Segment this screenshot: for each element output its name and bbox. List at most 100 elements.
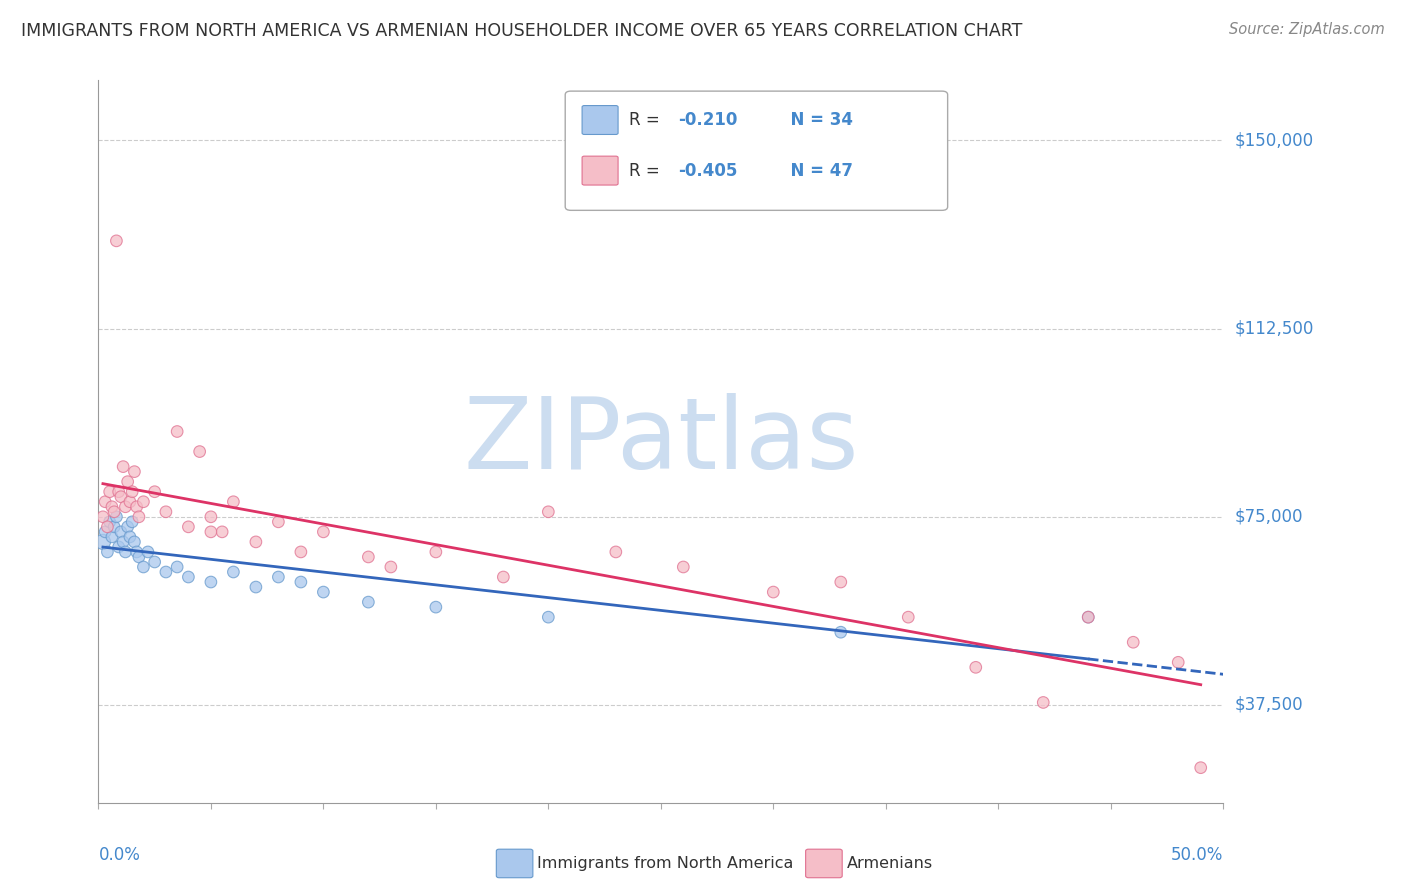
Point xyxy=(96,520,118,534)
Point xyxy=(114,545,136,559)
Text: $112,500: $112,500 xyxy=(1234,319,1313,338)
Point xyxy=(357,595,380,609)
Point xyxy=(177,520,200,534)
Point xyxy=(118,530,141,544)
Text: -0.405: -0.405 xyxy=(678,161,737,179)
Point xyxy=(103,520,125,534)
Point xyxy=(114,500,136,514)
Text: $37,500: $37,500 xyxy=(1234,696,1303,714)
Point xyxy=(128,549,150,564)
Point xyxy=(121,515,143,529)
Point xyxy=(110,524,132,539)
Point xyxy=(965,660,987,674)
Text: -0.210: -0.210 xyxy=(678,111,737,129)
Point xyxy=(425,545,447,559)
Point xyxy=(1167,655,1189,669)
Text: IMMIGRANTS FROM NORTH AMERICA VS ARMENIAN HOUSEHOLDER INCOME OVER 65 YEARS CORRE: IMMIGRANTS FROM NORTH AMERICA VS ARMENIA… xyxy=(21,22,1022,40)
Point xyxy=(312,585,335,599)
Point xyxy=(222,494,245,508)
Point xyxy=(166,425,188,439)
Point xyxy=(897,610,920,624)
Text: $150,000: $150,000 xyxy=(1234,131,1313,150)
Point xyxy=(290,545,312,559)
Point xyxy=(110,490,132,504)
Point xyxy=(605,545,627,559)
Point xyxy=(222,565,245,579)
Point xyxy=(200,509,222,524)
Point xyxy=(1077,610,1099,624)
Text: Armenians: Armenians xyxy=(846,856,932,871)
Point xyxy=(188,444,211,458)
FancyBboxPatch shape xyxy=(582,105,619,135)
Text: 50.0%: 50.0% xyxy=(1171,847,1223,864)
FancyBboxPatch shape xyxy=(582,156,619,185)
Text: R =: R = xyxy=(630,111,665,129)
Point xyxy=(121,484,143,499)
Point xyxy=(98,484,121,499)
Point xyxy=(117,475,139,489)
Point xyxy=(830,625,852,640)
Point xyxy=(101,530,124,544)
Point xyxy=(1189,761,1212,775)
Point xyxy=(245,534,267,549)
Point xyxy=(143,555,166,569)
Point xyxy=(425,600,447,615)
Point xyxy=(124,534,146,549)
Point xyxy=(125,545,148,559)
Text: N = 47: N = 47 xyxy=(779,161,853,179)
Point xyxy=(290,574,312,589)
Point xyxy=(118,494,141,508)
Text: R =: R = xyxy=(630,161,665,179)
Point xyxy=(830,574,852,589)
Point xyxy=(155,505,177,519)
Point xyxy=(125,500,148,514)
Text: 0.0%: 0.0% xyxy=(98,847,141,864)
Point xyxy=(267,570,290,584)
Point xyxy=(98,515,121,529)
Point xyxy=(357,549,380,564)
Point xyxy=(155,565,177,579)
Point xyxy=(672,560,695,574)
Point xyxy=(380,560,402,574)
Point xyxy=(1122,635,1144,649)
Point xyxy=(200,524,222,539)
Point xyxy=(312,524,335,539)
Point xyxy=(107,540,129,554)
Text: $75,000: $75,000 xyxy=(1234,508,1303,525)
Point xyxy=(96,545,118,559)
Point xyxy=(537,505,560,519)
Point xyxy=(124,465,146,479)
Point xyxy=(91,534,114,549)
Point xyxy=(91,509,114,524)
Point xyxy=(245,580,267,594)
Point xyxy=(94,524,117,539)
Text: N = 34: N = 34 xyxy=(779,111,853,129)
Point xyxy=(267,515,290,529)
Point xyxy=(211,524,233,539)
Text: Source: ZipAtlas.com: Source: ZipAtlas.com xyxy=(1229,22,1385,37)
Point xyxy=(132,560,155,574)
Point xyxy=(94,494,117,508)
Point xyxy=(762,585,785,599)
Point xyxy=(492,570,515,584)
Point xyxy=(112,459,135,474)
Point xyxy=(136,545,159,559)
Text: ZIPatlas: ZIPatlas xyxy=(463,393,859,490)
FancyBboxPatch shape xyxy=(565,91,948,211)
Point xyxy=(103,505,125,519)
Point xyxy=(143,484,166,499)
Point xyxy=(107,484,129,499)
Point xyxy=(177,570,200,584)
Point xyxy=(166,560,188,574)
Point xyxy=(132,494,155,508)
Point xyxy=(1032,696,1054,710)
Point xyxy=(112,534,135,549)
Point xyxy=(105,234,128,248)
Point xyxy=(105,509,128,524)
Point xyxy=(200,574,222,589)
Point xyxy=(117,520,139,534)
Point xyxy=(128,509,150,524)
Point xyxy=(1077,610,1099,624)
Text: Immigrants from North America: Immigrants from North America xyxy=(537,856,793,871)
Point xyxy=(101,500,124,514)
